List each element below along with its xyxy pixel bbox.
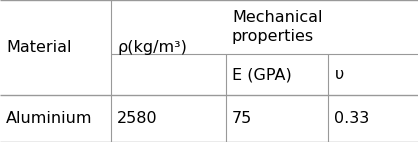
Text: Aluminium: Aluminium [6,111,93,126]
Text: E (GPA): E (GPA) [232,67,292,82]
Text: Mechanical
properties: Mechanical properties [232,10,323,44]
Text: 75: 75 [232,111,252,126]
Text: 0.33: 0.33 [334,111,370,126]
Text: υ: υ [334,67,344,82]
Text: ρ(kg/m³): ρ(kg/m³) [117,40,187,55]
Text: 2580: 2580 [117,111,158,126]
Text: Material: Material [6,40,72,55]
